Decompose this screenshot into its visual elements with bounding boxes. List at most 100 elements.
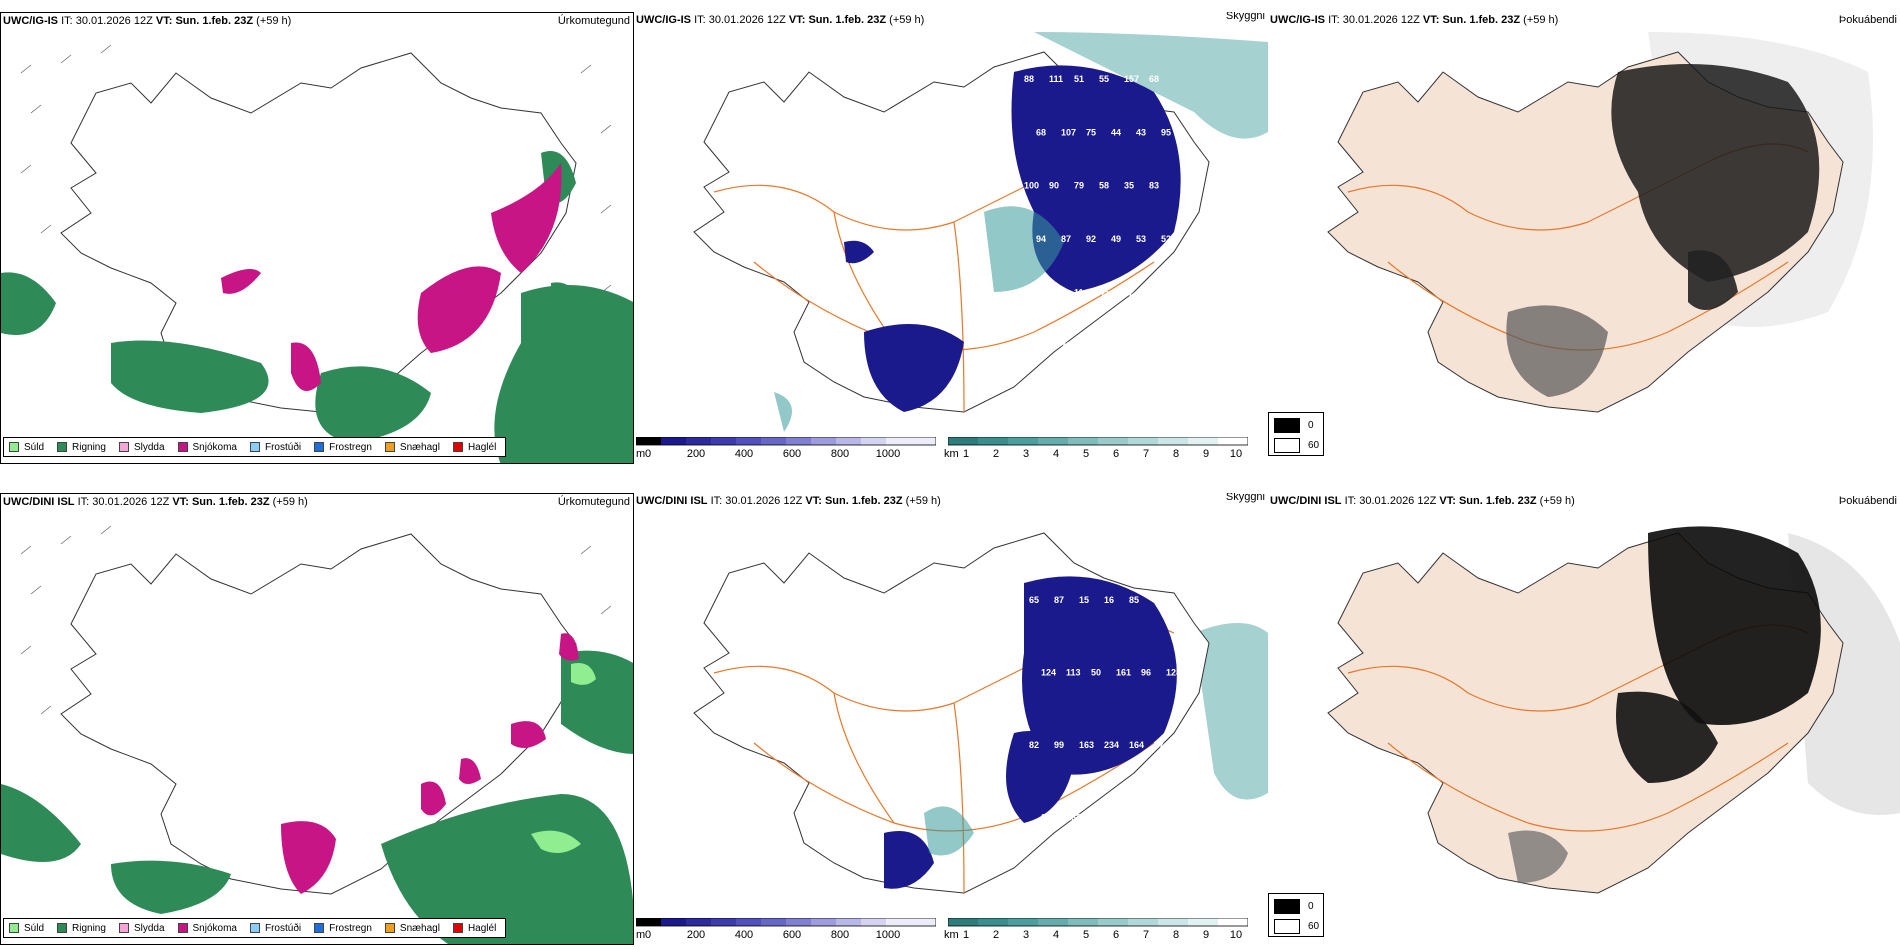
snow-areas [281, 633, 579, 894]
legend-item: Frostregn [314, 923, 372, 934]
colorbar-tick-label: 1000 [875, 448, 901, 460]
visibility-value-label: 68 [1036, 127, 1046, 137]
legend-item: Frostúði [249, 923, 301, 934]
colorbar-tick-label: 8 [1172, 929, 1180, 941]
visibility-value-label: 163 [1079, 740, 1094, 750]
cloud-base-ticks: 0 200 400 600 800 1000 [644, 448, 938, 462]
fog-index-map [1327, 32, 1873, 413]
panel-header: UWC/IG-IS IT: 30.01.2026 12Z VT: Sun. 1.… [3, 15, 292, 27]
legend-item: Snæhagl [384, 923, 440, 934]
cloud-base-unit: m [636, 929, 646, 941]
legend-label: Snjókoma [192, 922, 237, 934]
visibility-value-label: 16 [1104, 595, 1114, 605]
colorbar-tick-label: 600 [782, 929, 802, 941]
visibility-labels: 88 111 51 55 157 68 68 107 75 44 43 95 100 90 79 58 35 83… [1024, 74, 1171, 351]
legend-label: Snæhagl [399, 441, 440, 453]
legend-item: Rigning [57, 442, 106, 453]
colorbar-tick-label: 3 [1022, 929, 1030, 941]
legend-swatch [118, 923, 129, 933]
legend-label: Slydda [133, 441, 165, 453]
panel-title: Úrkomutegund [557, 496, 630, 508]
legend-item: Snæhagl [384, 441, 440, 453]
cloud-base-ticks: 0 200 400 600 800 1000 [645, 929, 938, 943]
visibility-value-label: 90 [1049, 181, 1059, 191]
visibility-value-label: 35 [1124, 181, 1134, 191]
visibility-value-label: 82 [1029, 740, 1039, 750]
legend-item: Haglél [452, 922, 497, 934]
visibility-value-label: 115 [1154, 595, 1169, 605]
precip-type-map [1, 44, 633, 463]
legend-label: Snjókoma [192, 441, 237, 453]
panel-title: Þokuábendi [1838, 14, 1897, 26]
legend-label: Frostregn [329, 922, 372, 934]
visibility-colorbar [948, 918, 1248, 927]
visibility-labels: 65 87 15 16 85 115 124 113 50 161 96 128 82 99 163 234 1… [1029, 595, 1181, 823]
wind-barbs [20, 44, 612, 294]
fog-legend-label: 60 [1308, 440, 1320, 451]
panel-header: UWC/IG-IS IT: 30.01.2026 12Z VT: Sun. 1.… [1270, 14, 1559, 26]
precip-legend: Súld Rigning Slydda Snjókoma Frostúði Frostre… [3, 918, 507, 938]
visibility-value-label: 50 [1091, 668, 1101, 678]
panel-header: UWC/DINI ISL IT: 30.01.2026 12Z VT: Sun.… [636, 495, 941, 507]
visibility-value-label: 94 [1036, 234, 1046, 244]
panel-header: UWC/IG-IS IT: 30.01.2026 12Z VT: Sun. 1.… [636, 14, 925, 26]
visibility-value-label: 128 [1166, 668, 1181, 678]
visibility-panel-bottom: 65 87 15 16 85 115 124 113 50 161 96 128 82 99 163 234 1… [634, 493, 1268, 945]
visibility-value-label: 62 [1149, 287, 1159, 297]
colorbar-tick-label: 9 [1202, 448, 1210, 460]
visibility-value-label: 27 [1154, 740, 1164, 750]
fog-swatch-light [1274, 438, 1300, 453]
colorbar-tick-label: 600 [782, 448, 802, 460]
panel-header: UWC/DINI ISL IT: 30.01.2026 12Z VT: Sun.… [1270, 495, 1575, 507]
visibility-value-label: 157 [1124, 74, 1139, 84]
legend-swatch [452, 923, 463, 933]
visibility-value-label: 85 [1129, 595, 1139, 605]
fog-legend-label: 0 [1308, 420, 1314, 431]
fog-index-map [1327, 526, 1900, 894]
visibility-value-label: 92 [1086, 234, 1096, 244]
colorbar-tick-label: 1 [962, 448, 970, 460]
legend-swatch [9, 442, 19, 452]
legend-swatch [384, 442, 395, 452]
visibility-ticks: 1 2 3 4 5 6 7 8 9 10 [962, 448, 1248, 462]
visibility-value-label: 11 [1074, 287, 1084, 297]
fog-index-panel-bottom: UWC/DINI ISL IT: 30.01.2026 12Z VT: Sun.… [1268, 493, 1900, 945]
legend-item: Haglél [452, 442, 496, 453]
cloud-base-unit: m [636, 448, 646, 460]
visibility-value-label: 65 [1029, 595, 1039, 605]
colorbar-tick-label: 800 [830, 929, 850, 941]
visibility-value-label: 87 [1061, 234, 1071, 244]
legend-label: Haglél [467, 922, 497, 934]
colorbar-tick-label: 0 [644, 448, 652, 460]
visibility-value-label: 124 [1041, 668, 1056, 678]
visibility-value-label: 96 [1141, 668, 1151, 678]
visibility-value-label: 262 [1066, 813, 1081, 823]
visibility-value-label: 79 [1074, 181, 1084, 191]
visibility-ticks: 1 2 3 4 5 6 7 8 9 10 [963, 929, 1248, 943]
panel-title: Úrkomutegund [557, 15, 630, 27]
fog-index-panel-top: UWC/IG-IS IT: 30.01.2026 12Z VT: Sun. 1.… [1268, 12, 1900, 464]
visibility-value-label: 113 [1066, 668, 1081, 678]
visibility-value-label: 68 [1149, 74, 1159, 84]
colorbar-tick-label: 4 [1052, 929, 1060, 941]
legend-swatch [57, 923, 68, 933]
cloud-base-colorbar [636, 437, 936, 446]
visibility-value-label: 55 [1099, 74, 1109, 84]
visibility-value-label: 100 [1024, 181, 1039, 191]
visibility-value-label: 58 [1099, 181, 1109, 191]
fog-legend: 0 60 [1268, 412, 1324, 456]
legend-item: Frostregn [314, 442, 372, 453]
cloud-base-colorbar [636, 918, 936, 927]
colorbar-tick-label: 5 [1082, 448, 1090, 460]
colorbar-tick-label: 1000 [875, 929, 901, 941]
visibility-value-label: 107 [1061, 127, 1076, 137]
visibility-value-label: 15 [1079, 595, 1089, 605]
visibility-value-label: 161 [1116, 668, 1131, 678]
colorbar-tick-label: 8 [1172, 448, 1180, 460]
panel-title: Skyggni [1225, 493, 1265, 503]
visibility-value-label: 88 [1024, 74, 1034, 84]
legend-label: Rigning [72, 441, 106, 453]
rain-areas [1, 650, 633, 944]
colorbar-tick-label: 200 [686, 929, 706, 941]
visibility-value-label: 53 [1136, 234, 1146, 244]
